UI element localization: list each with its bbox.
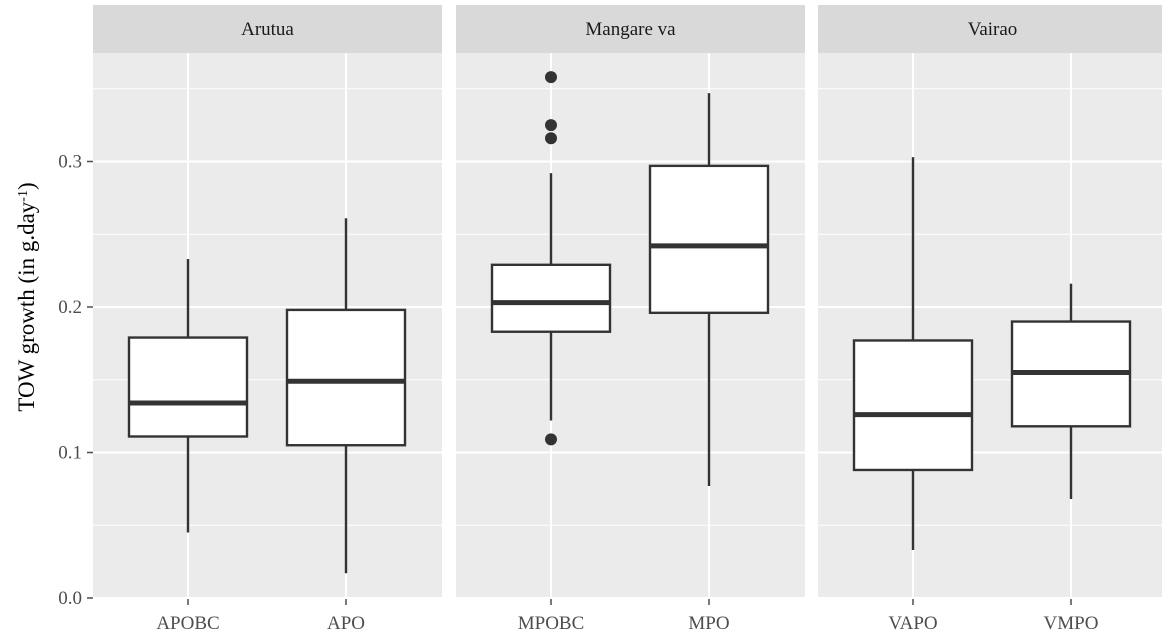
box-iqr bbox=[648, 164, 770, 315]
outlier-point bbox=[545, 132, 557, 145]
box-mpobc bbox=[490, 71, 612, 446]
box-iqr bbox=[127, 336, 249, 438]
x-tick-label: APO bbox=[327, 613, 365, 634]
box-apo bbox=[285, 218, 407, 574]
box-mpo bbox=[648, 93, 770, 486]
x-tick-label: MPOBC bbox=[518, 613, 585, 634]
outlier-point bbox=[545, 119, 557, 132]
facet-strip bbox=[818, 5, 1162, 53]
facet-panel-arutua: Arutua APOBC APO bbox=[93, 5, 442, 634]
facet-panel-vairao: Vairao VAPO VMPO bbox=[818, 5, 1162, 634]
box-iqr bbox=[490, 263, 612, 333]
x-tick-label: APOBC bbox=[156, 613, 219, 634]
y-axis: 0.0 0.1 0.2 0.3 bbox=[58, 152, 93, 609]
y-tick-label: 0.0 bbox=[58, 588, 82, 609]
box-iqr bbox=[285, 308, 407, 447]
x-tick-label: VMPO bbox=[1044, 613, 1099, 634]
facet-strip-label: Arutua bbox=[241, 19, 294, 40]
x-tick-label: VAPO bbox=[888, 613, 937, 634]
outlier-point bbox=[545, 71, 557, 84]
y-axis-title-superscript: -1 bbox=[16, 190, 31, 202]
y-tick-label: 0.3 bbox=[58, 152, 82, 173]
facet-strip-label: Mangare va bbox=[585, 19, 676, 40]
box-vapo bbox=[852, 157, 974, 550]
box-apobc bbox=[127, 258, 249, 533]
y-tick-label: 0.1 bbox=[58, 443, 82, 464]
y-axis-title-suffix: ) bbox=[14, 182, 39, 190]
facet-strip bbox=[93, 5, 442, 53]
y-axis-title: TOW growth (in g.day-1) bbox=[14, 182, 39, 411]
facet-strip-label: Vairao bbox=[968, 19, 1018, 40]
outlier-point bbox=[545, 433, 557, 446]
box-iqr bbox=[852, 339, 974, 472]
y-tick-label: 0.2 bbox=[58, 297, 82, 318]
y-axis-title-main: TOW growth (in g.day bbox=[14, 201, 39, 411]
facet-panel-mangare-va: Mangare va MPOBC MPO bbox=[456, 5, 805, 634]
box-vmpo bbox=[1010, 283, 1132, 500]
x-tick-label: MPO bbox=[688, 613, 729, 634]
facet-strip bbox=[456, 5, 805, 53]
facet-panels: Arutua APOBC APO Mangare va MPOBC MPO Vairao VA… bbox=[93, 5, 1162, 634]
